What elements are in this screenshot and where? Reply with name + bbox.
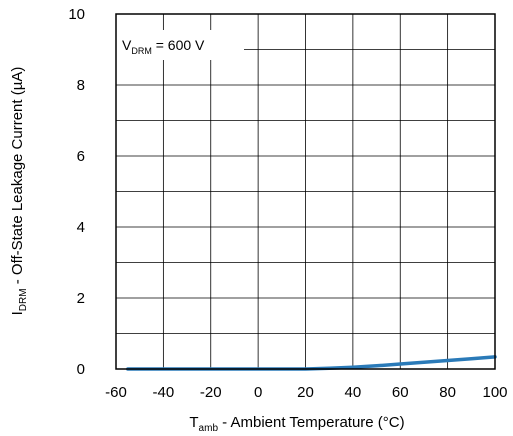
grid: [115, 13, 496, 370]
y-tick-label: 4: [77, 219, 85, 236]
x-tick-label: -20: [200, 384, 222, 401]
x-tick-label: 20: [297, 384, 314, 401]
x-tick-label: 40: [345, 384, 362, 401]
y-tick-label: 0: [77, 361, 85, 378]
x-tick-label: 60: [392, 384, 409, 401]
y-tick-label: 2: [77, 290, 85, 307]
annotation-rest: = 600 V: [152, 37, 205, 53]
y-tick-label: 8: [77, 77, 85, 94]
x-tick-labels: -60 -40 -20 0 20 40 60 80 100: [105, 384, 507, 401]
annotation-text: VDRM = 600 V: [122, 37, 205, 56]
x-axis-label-main: T: [189, 414, 198, 431]
y-tick-label: 10: [68, 6, 85, 23]
y-tick-label: 6: [77, 148, 85, 165]
x-axis-label: Tamb - Ambient Temperature (°C): [189, 414, 404, 434]
x-tick-label: 100: [482, 384, 507, 401]
x-axis-label-sub: amb: [199, 423, 219, 434]
x-tick-label: 0: [254, 384, 262, 401]
series-line: [126, 355, 497, 371]
annotation-main: V: [122, 37, 132, 53]
x-axis-label-rest: - Ambient Temperature (°C): [218, 414, 405, 431]
annotation-sub: DRM: [131, 46, 152, 56]
x-tick-label: -60: [105, 384, 127, 401]
x-tick-label: 80: [439, 384, 456, 401]
y-tick-labels: 0 2 4 6 8 10: [68, 6, 85, 378]
y-axis-label-main: I: [9, 311, 26, 315]
annotation-background: [104, 30, 244, 60]
y-axis-label: IDRM - Off-State Leakage Current (µA): [9, 67, 29, 316]
x-tick-label: -40: [153, 384, 175, 401]
plot-border: [115, 13, 496, 370]
y-axis-label-rest: - Off-State Leakage Current (µA): [9, 67, 26, 289]
y-axis-label-sub: DRM: [18, 288, 29, 311]
series-layer: [126, 355, 497, 371]
